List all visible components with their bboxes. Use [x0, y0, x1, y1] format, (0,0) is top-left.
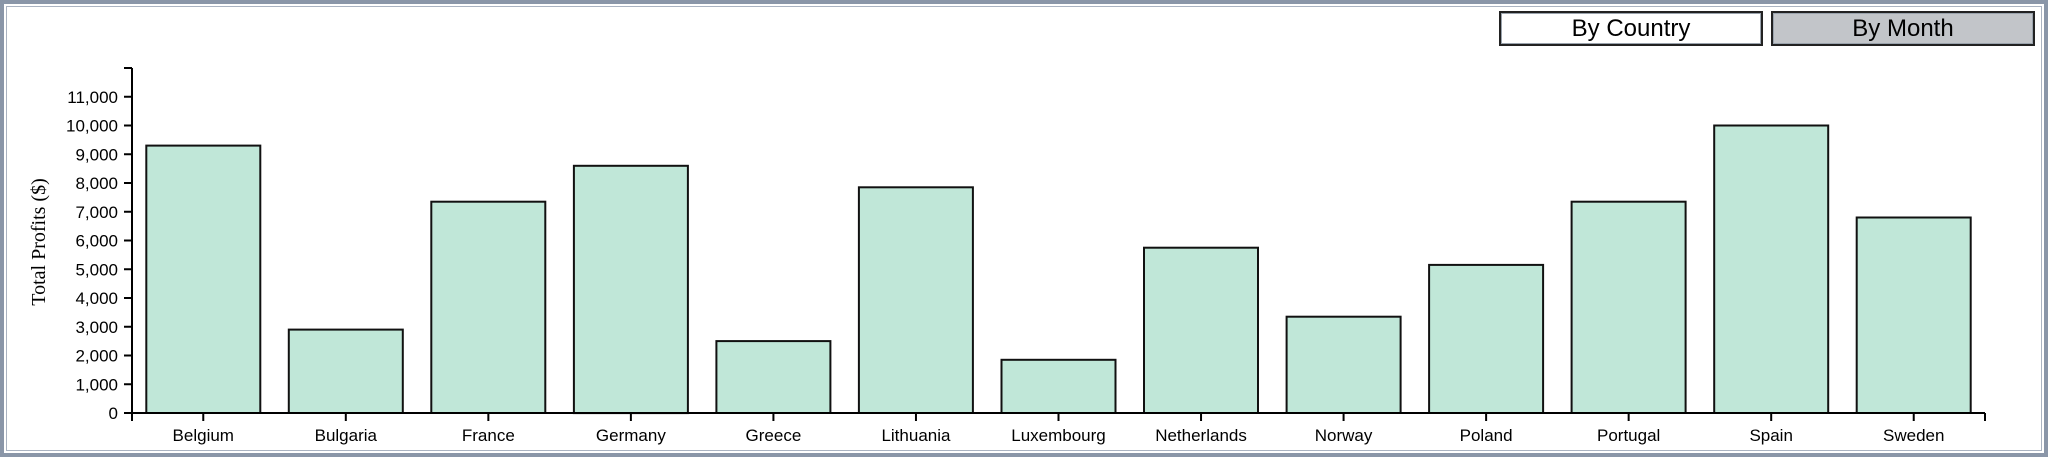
y-tick-label: 8,000 — [75, 174, 118, 193]
y-tick-label: 10,000 — [66, 117, 118, 136]
x-tick-label-portugal: Portugal — [1597, 426, 1660, 445]
y-tick-label: 2,000 — [75, 347, 118, 366]
by-month-button[interactable]: By Month — [1771, 11, 2035, 46]
bar-lithuania — [857, 186, 974, 414]
bar-belgium — [145, 144, 262, 414]
y-tick-label: 6,000 — [75, 232, 118, 251]
x-tick-label-norway: Norway — [1315, 426, 1373, 445]
y-tick-label: 9,000 — [75, 145, 118, 164]
bar-bulgaria — [287, 328, 404, 415]
x-tick-label-bulgaria: Bulgaria — [315, 426, 378, 445]
x-tick-label-netherlands: Netherlands — [1155, 426, 1247, 445]
bar-netherlands — [1143, 246, 1259, 414]
x-tick-label-poland: Poland — [1460, 426, 1513, 445]
by-country-button[interactable]: By Country — [1499, 11, 1763, 46]
y-axis-label: Total Profits ($) — [28, 178, 50, 305]
x-tick-label-greece: Greece — [746, 426, 802, 445]
y-tick-label: 4,000 — [75, 289, 118, 308]
bars-group — [145, 124, 1972, 415]
x-tick-label-lithuania: Lithuania — [881, 426, 951, 445]
bar-luxembourg — [1000, 358, 1117, 414]
y-tick-label: 3,000 — [75, 318, 118, 337]
y-tick-label: 0 — [109, 404, 118, 423]
bar-germany — [572, 164, 689, 415]
bar-poland — [1428, 263, 1545, 414]
x-tick-label-sweden: Sweden — [1883, 426, 1944, 445]
x-tick-label-germany: Germany — [596, 426, 666, 445]
x-tick-label-belgium: Belgium — [173, 426, 234, 445]
y-tick-label: 5,000 — [75, 260, 118, 279]
bar-spain — [1713, 124, 1830, 414]
bar-sweden — [1855, 216, 1972, 414]
x-tick-label-france: France — [462, 426, 515, 445]
y-tick-label: 7,000 — [75, 203, 118, 222]
bar-norway — [1285, 315, 1402, 415]
bar-portugal — [1570, 200, 1687, 414]
x-tick-label-luxembourg: Luxembourg — [1011, 426, 1106, 445]
x-tick-label-spain: Spain — [1749, 426, 1792, 445]
bar-greece — [715, 340, 832, 415]
y-tick-label: 11,000 — [67, 88, 118, 107]
axes-group: 0 1,000 2,000 3,000 4,000 5,000 6,000 7,000 8,00… — [66, 67, 1986, 445]
bar-france — [430, 200, 547, 414]
y-tick-label: 1,000 — [75, 375, 118, 394]
